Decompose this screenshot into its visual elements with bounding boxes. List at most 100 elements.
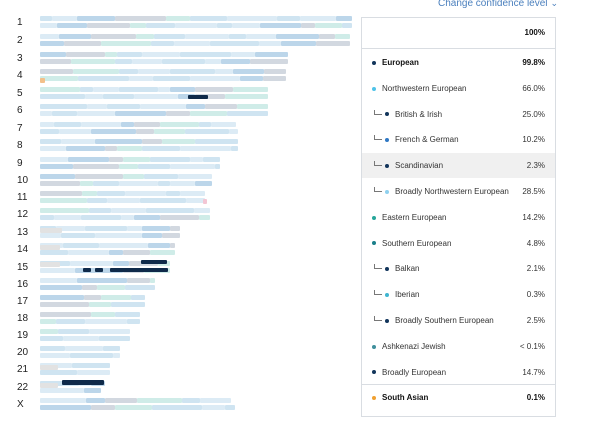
chromosome-segment bbox=[170, 181, 195, 186]
ancestry-pct: 14.2% bbox=[522, 212, 545, 222]
chromosome-segment bbox=[73, 164, 119, 169]
chromosome-label: 6 bbox=[17, 105, 23, 116]
chevron-down-icon[interactable]: ⌄ bbox=[550, 0, 559, 8]
ancestry-label: Southern European bbox=[382, 238, 452, 248]
color-dot-icon bbox=[372, 396, 376, 401]
chromosome-segment bbox=[103, 346, 120, 351]
chromosome-segment bbox=[231, 52, 255, 57]
chromosome-segment bbox=[142, 146, 180, 151]
chromosome-segment bbox=[342, 23, 352, 28]
chromosome-segment bbox=[232, 23, 260, 28]
chromosome-segment bbox=[40, 23, 57, 28]
chromosome-segment bbox=[182, 398, 200, 403]
ancestry-row[interactable]: British & Irish 25.0% bbox=[362, 102, 555, 127]
ancestry-row[interactable]: Broadly Northwestern European 28.5% bbox=[362, 179, 555, 204]
ancestry-row[interactable]: Broadly Southern European 2.5% bbox=[362, 308, 555, 333]
chromosome-segment bbox=[186, 104, 205, 109]
chromosome-segment bbox=[134, 94, 178, 99]
chromosome-segment bbox=[70, 261, 113, 266]
divider bbox=[362, 384, 555, 386]
chromosome-segment bbox=[170, 69, 215, 74]
chromosome-segment bbox=[85, 319, 127, 324]
chromosome-segment bbox=[40, 208, 89, 213]
confidence-link-label[interactable]: Change confidence level bbox=[438, 0, 548, 9]
chromosome-segment bbox=[150, 278, 155, 283]
chromosome-segment bbox=[95, 233, 142, 238]
ancestry-row[interactable]: Balkan 2.1% bbox=[362, 256, 555, 281]
ancestry-row[interactable]: Broadly European 14.7% bbox=[362, 360, 555, 385]
color-dot-icon bbox=[372, 370, 376, 375]
ancestry-row[interactable]: Eastern European 14.2% bbox=[362, 205, 555, 230]
total-pct: 100% bbox=[524, 28, 545, 37]
chromosome-segment bbox=[101, 295, 131, 300]
chromosome-segment bbox=[225, 405, 235, 410]
ancestry-row[interactable]: Southern European 4.8% bbox=[362, 231, 555, 256]
chromosome-segment bbox=[215, 69, 233, 74]
chromosome-segment bbox=[240, 76, 263, 81]
chromosome-segment bbox=[40, 34, 59, 39]
chromosome-segment bbox=[166, 111, 190, 116]
chromosome-segment bbox=[203, 199, 207, 204]
ancestry-row[interactable]: South Asian 0.1% bbox=[362, 385, 555, 410]
color-dot-icon bbox=[372, 344, 376, 349]
chromosome-segment bbox=[77, 278, 127, 283]
chromosome-segment bbox=[175, 23, 217, 28]
tree-branch-icon bbox=[374, 290, 382, 296]
chromosome-segment bbox=[231, 146, 238, 151]
chromosome-segment bbox=[40, 302, 89, 307]
chromosome-segment bbox=[174, 41, 210, 46]
chromosome-segment bbox=[105, 146, 117, 151]
chromosome-segment bbox=[84, 295, 101, 300]
chromosome-segment bbox=[178, 94, 195, 99]
chromosome-segment bbox=[264, 69, 286, 74]
chromosome-segment bbox=[142, 139, 162, 144]
chromosome-segment bbox=[162, 59, 205, 64]
ancestry-row[interactable]: Iberian 0.3% bbox=[362, 282, 555, 307]
chromosome-segment-highlight bbox=[110, 268, 168, 272]
chromosome-label: 14 bbox=[17, 244, 29, 255]
chromosome-segment bbox=[82, 191, 97, 196]
chromosome-segment bbox=[97, 285, 125, 290]
chromosome-segment bbox=[40, 388, 84, 393]
chromosome-segment bbox=[40, 198, 87, 203]
ancestry-label: British & Irish bbox=[395, 109, 443, 119]
chromosome-label: 17 bbox=[17, 296, 29, 307]
ancestry-row[interactable]: Northwestern European 66.0% bbox=[362, 76, 555, 101]
chromosome-segment bbox=[199, 215, 210, 220]
chromosome-segment bbox=[202, 405, 225, 410]
chromosome-segment bbox=[221, 59, 250, 64]
chromosome-segment bbox=[152, 405, 202, 410]
chromosome-segment bbox=[134, 122, 160, 127]
chromosome-segment bbox=[113, 353, 120, 358]
ancestry-row[interactable]: French & German 10.2% bbox=[362, 127, 555, 152]
chromosome-segment bbox=[117, 146, 142, 151]
chromosome-label: 22 bbox=[17, 382, 29, 393]
chromosome-segment-highlight bbox=[83, 268, 91, 272]
chromosome-segment bbox=[316, 41, 350, 46]
chromosome-segment bbox=[87, 198, 107, 203]
chromosome-segment bbox=[225, 94, 268, 99]
chromosome-segment bbox=[64, 41, 101, 46]
chromosome-segment-highlight bbox=[141, 260, 167, 264]
color-dot-icon bbox=[372, 215, 376, 220]
ancestry-pct: 28.5% bbox=[522, 187, 545, 196]
ancestry-row[interactable]: Ashkenazi Jewish < 0.1% bbox=[362, 334, 555, 359]
ancestry-row[interactable]: European 99.8% bbox=[362, 50, 555, 75]
chromosome-segment bbox=[185, 34, 229, 39]
chromosome-label: 19 bbox=[17, 330, 29, 341]
chromosome-segment bbox=[40, 129, 59, 134]
chromosome-segment bbox=[195, 94, 225, 99]
change-confidence-link[interactable]: Change confidence level ⌄ bbox=[438, 0, 558, 9]
chromosome-segment bbox=[40, 87, 80, 92]
chromosome-label: 20 bbox=[17, 347, 29, 358]
ancestry-row[interactable]: Scandinavian 2.3% bbox=[362, 153, 555, 179]
chromosome-segment bbox=[78, 76, 129, 81]
chromosome-segment bbox=[237, 104, 268, 109]
chromosome-segment bbox=[66, 52, 105, 57]
chromosome-segment bbox=[190, 76, 240, 81]
chromosome-segment bbox=[40, 139, 61, 144]
chromosome-segment bbox=[81, 122, 121, 127]
chromosome-segment bbox=[301, 23, 315, 28]
chromosome-segment bbox=[121, 122, 134, 127]
chromosome-label: 4 bbox=[17, 70, 23, 81]
